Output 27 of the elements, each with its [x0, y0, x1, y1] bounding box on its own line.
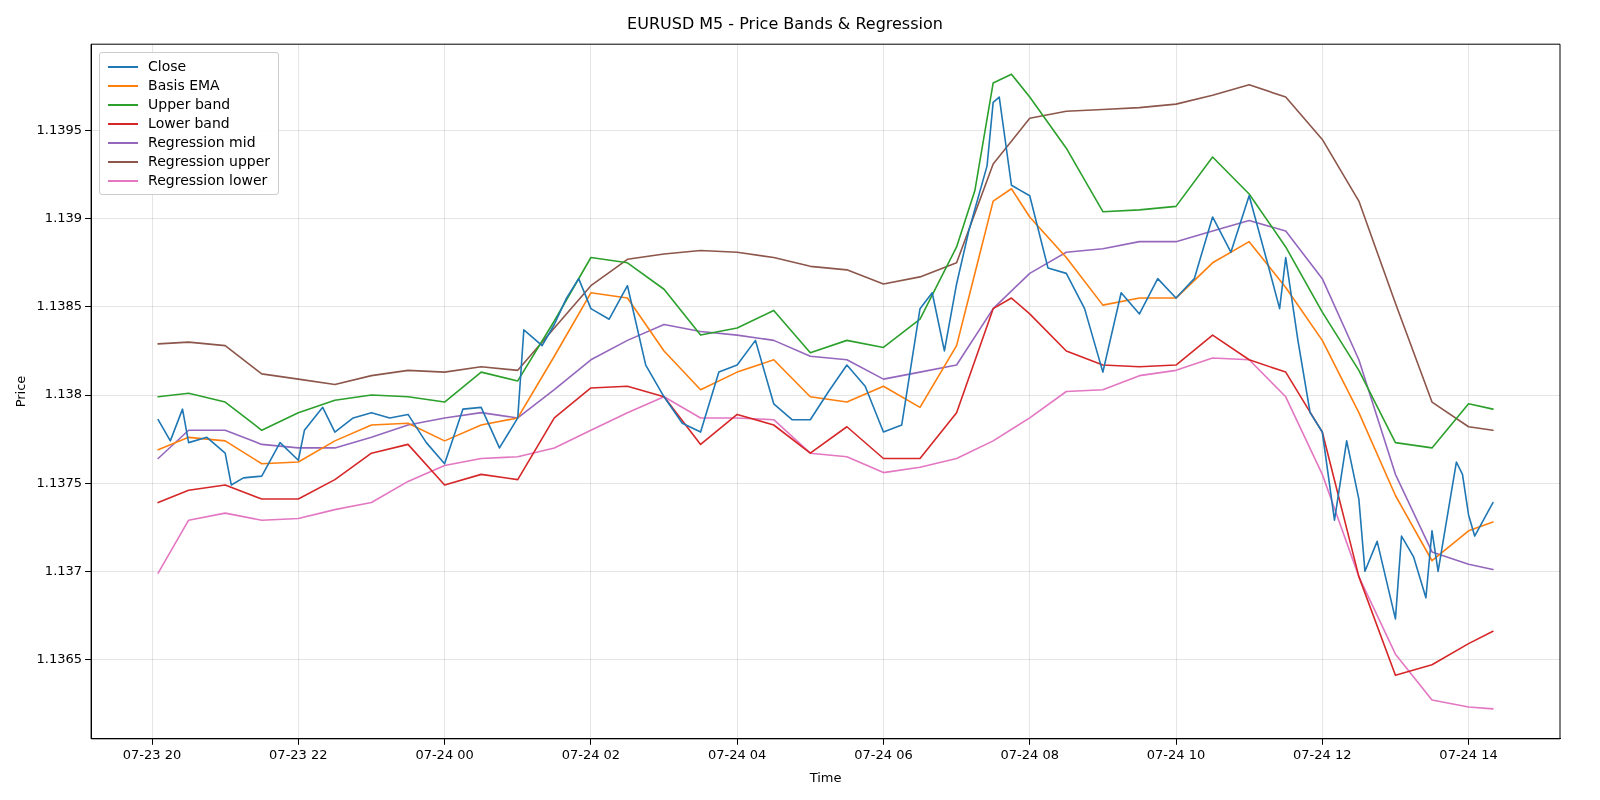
x-tick-label: 07-23 22 [269, 746, 328, 762]
y-axis-title: Price [13, 375, 29, 408]
x-tick-label: 07-24 00 [415, 746, 474, 762]
legend-label: Regression upper [148, 152, 271, 172]
legend-label: Close [148, 57, 187, 77]
legend-label: Regression mid [148, 133, 256, 153]
x-tick-label: 07-24 06 [854, 746, 913, 762]
x-tick-label: 07-24 14 [1439, 746, 1498, 762]
x-axis-title: Time [808, 769, 842, 785]
y-tick-label: 1.1385 [36, 298, 83, 314]
legend-label: Regression lower [148, 171, 268, 191]
chart-title: EURUSD M5 - Price Bands & Regression [627, 13, 943, 33]
y-tick-label: 1.1365 [36, 650, 83, 666]
x-tick-label: 07-24 12 [1293, 746, 1352, 762]
x-tick-label: 07-24 08 [1000, 746, 1059, 762]
x-tick-label: 07-23 20 [122, 746, 182, 762]
y-tick-label: 1.1395 [36, 121, 83, 137]
y-tick-label: 1.1375 [36, 474, 83, 490]
y-tick-label: 1.137 [44, 562, 83, 578]
x-tick-label: 07-24 02 [561, 746, 621, 762]
legend-label: Basis EMA [148, 76, 220, 96]
legend-label: Upper band [148, 95, 231, 115]
y-tick-label: 1.139 [44, 210, 83, 226]
y-tick-label: 1.138 [44, 386, 83, 402]
x-tick-label: 07-24 04 [707, 746, 767, 762]
x-tick-label: 07-24 10 [1146, 746, 1206, 762]
legend-label: Lower band [148, 114, 230, 134]
